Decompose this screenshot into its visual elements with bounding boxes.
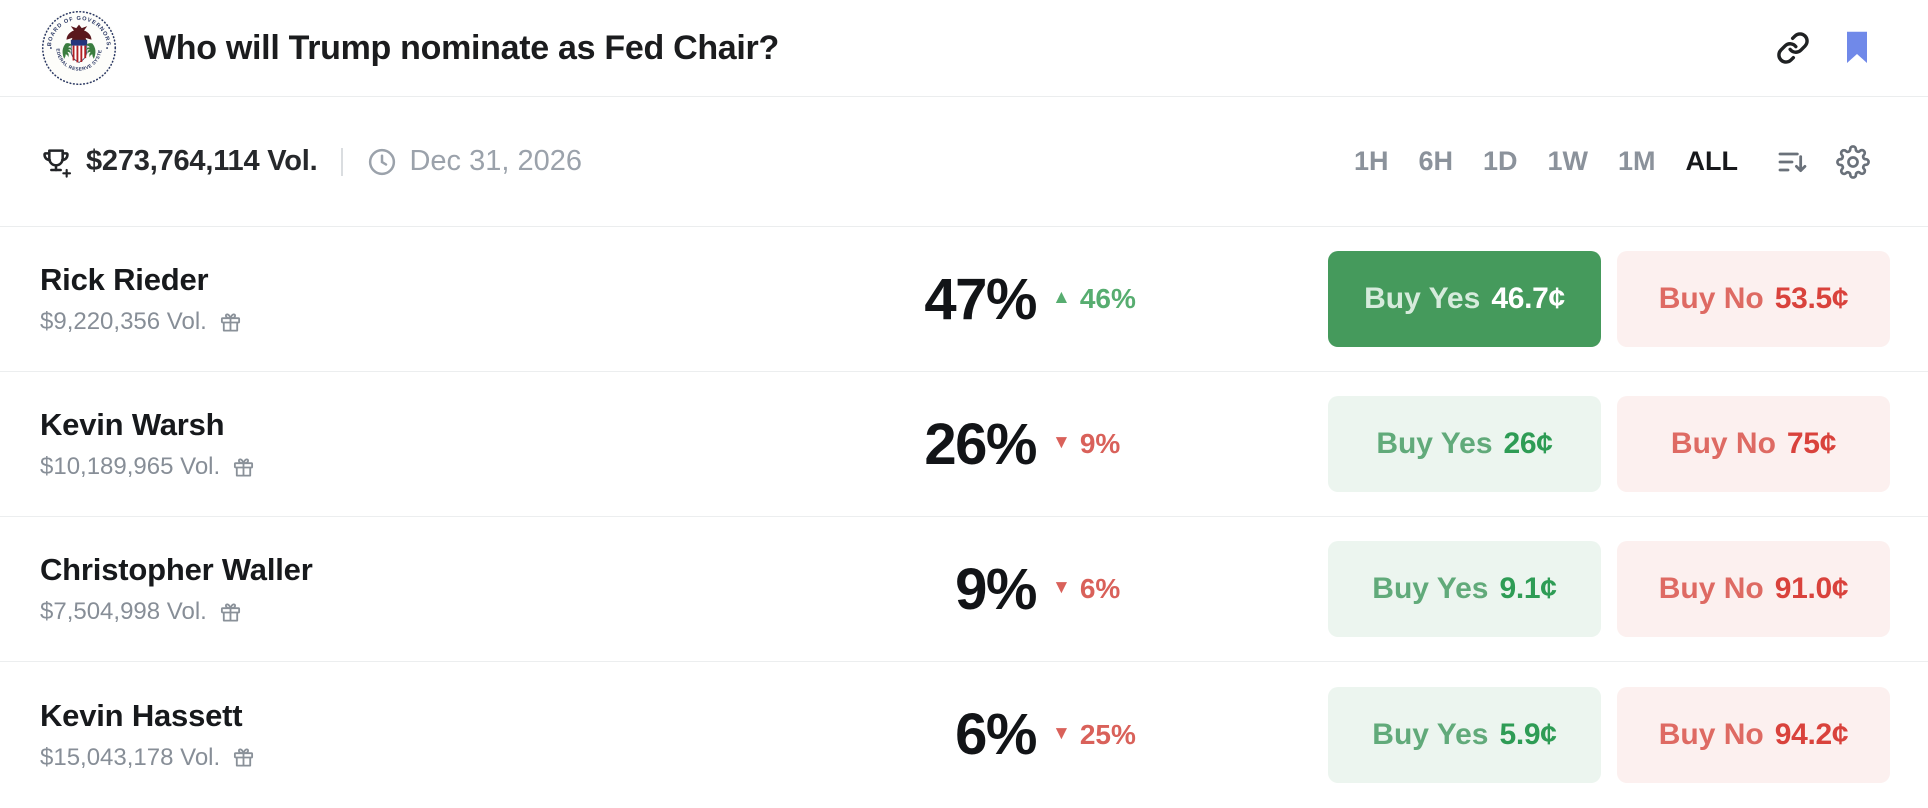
chart-controls: 1H 6H 1D 1W 1M ALL <box>1324 144 1870 179</box>
timeframe-1d[interactable]: 1D <box>1482 146 1518 176</box>
outcome-info: Kevin Hassett $15,043,178 Vol. <box>40 698 856 772</box>
timeframe-1w[interactable]: 1W <box>1547 146 1589 176</box>
end-date: Dec 31, 2026 <box>409 145 582 177</box>
buy-yes-button[interactable]: Buy Yes 5.9¢ <box>1328 686 1601 783</box>
change-up-icon: ▲ <box>1052 287 1071 308</box>
trade-buttons: Buy Yes 5.9¢ Buy No 94.2¢ <box>1328 686 1890 783</box>
trade-buttons: Buy Yes 46.7¢ Buy No 53.5¢ <box>1328 251 1890 347</box>
federal-reserve-seal-icon: BOARD OF GOVERNORS FEDERAL RESERVE SYSTE… <box>40 9 118 87</box>
stats-left: $273,764,114 Vol. Dec 31, 2026 <box>40 145 1324 178</box>
chance-change: ▼ 6% <box>1052 573 1252 605</box>
buy-yes-button[interactable]: Buy Yes 26¢ <box>1328 396 1601 492</box>
outcome-info: Rick Rieder $9,220,356 Vol. <box>40 262 856 336</box>
stats-divider <box>341 147 344 176</box>
outcome-info: Christopher Waller $7,504,998 Vol. <box>40 552 856 626</box>
buy-yes-button[interactable]: Buy Yes 46.7¢ <box>1328 251 1601 347</box>
outcome-volume: $15,043,178 Vol. <box>40 743 221 771</box>
chance-value: 26% <box>924 411 1037 477</box>
sort-button[interactable] <box>1776 146 1808 178</box>
buy-yes-button[interactable]: Buy Yes 9.1¢ <box>1328 541 1601 637</box>
change-down-icon: ▼ <box>1052 432 1071 453</box>
gift-icon[interactable] <box>219 601 242 624</box>
page-title: Who will Trump nominate as Fed Chair? <box>144 28 779 67</box>
change-value: 46% <box>1079 283 1136 314</box>
trade-buttons: Buy Yes 9.1¢ Buy No 91.0¢ <box>1328 541 1890 637</box>
change-down-icon: ▼ <box>1052 577 1071 598</box>
outcome-name[interactable]: Kevin Warsh <box>40 407 225 442</box>
outcome-volume: $7,504,998 Vol. <box>40 598 207 625</box>
outcome-volume: $10,189,965 Vol. <box>40 453 221 480</box>
sort-descending-icon <box>1778 152 1807 172</box>
trophy-icon <box>40 146 72 178</box>
outcome-name[interactable]: Rick Rieder <box>40 262 209 297</box>
chance-value: 9% <box>955 556 1037 622</box>
market-avatar-federal-reserve-seal: BOARD OF GOVERNORS FEDERAL RESERVE SYSTE… <box>40 9 118 87</box>
outcome-volume: $9,220,356 Vol. <box>40 308 207 335</box>
buy-no-button[interactable]: Buy No 94.2¢ <box>1617 686 1890 783</box>
link-icon <box>1777 32 1809 64</box>
buy-no-button[interactable]: Buy No 91.0¢ <box>1617 541 1890 637</box>
market-row-rick-rieder: Rick Rieder $9,220,356 Vol. 47% ▲ 46% <box>0 227 1928 372</box>
outcome-info: Kevin Warsh $10,189,965 Vol. <box>40 407 856 481</box>
market-row-christopher-waller: Christopher Waller $7,504,998 Vol. 9% ▼ … <box>0 517 1928 662</box>
clock-icon <box>367 147 397 177</box>
change-value: 25% <box>1079 718 1136 750</box>
chance-value: 47% <box>924 266 1037 332</box>
chance-value: 6% <box>955 702 1037 767</box>
timeframe-all[interactable]: ALL <box>1685 146 1738 176</box>
gift-icon[interactable] <box>232 456 255 479</box>
market-row-kevin-warsh: Kevin Warsh $10,189,965 Vol. 26% ▼ 9% <box>0 372 1928 517</box>
change-value: 6% <box>1079 573 1121 604</box>
market-row-kevin-hassett: Kevin Hassett $15,043,178 Vol. 6% ▼ 25% <box>0 662 1928 807</box>
outcome-name[interactable]: Christopher Waller <box>40 552 313 587</box>
buy-no-button[interactable]: Buy No 75¢ <box>1617 396 1890 492</box>
chance-change: ▲ 46% <box>1052 283 1252 315</box>
trade-buttons: Buy Yes 26¢ Buy No 75¢ <box>1328 396 1890 492</box>
outcome-name[interactable]: Kevin Hassett <box>40 697 243 733</box>
gear-icon <box>1836 144 1870 179</box>
chance-change: ▼ 25% <box>1052 719 1252 751</box>
timeframe-6h[interactable]: 6H <box>1418 146 1453 176</box>
stats-bar: $273,764,114 Vol. Dec 31, 2026 1H 6H 1D … <box>0 97 1928 227</box>
bookmark-button[interactable] <box>1842 30 1872 66</box>
timeframe-1m[interactable]: 1M <box>1618 146 1656 176</box>
total-volume: $273,764,114 Vol. <box>86 145 318 177</box>
buy-no-button[interactable]: Buy No 53.5¢ <box>1617 251 1890 347</box>
header-actions <box>1776 30 1872 66</box>
page-header: BOARD OF GOVERNORS FEDERAL RESERVE SYSTE… <box>0 0 1928 97</box>
change-value: 9% <box>1079 428 1121 459</box>
gift-icon[interactable] <box>219 311 242 334</box>
change-down-icon: ▼ <box>1052 722 1071 744</box>
chance-change: ▼ 9% <box>1052 428 1252 460</box>
copy-link-button[interactable] <box>1776 31 1810 65</box>
timeframe-1h[interactable]: 1H <box>1353 146 1389 176</box>
gift-icon[interactable] <box>232 746 255 769</box>
bookmark-icon <box>1847 31 1867 63</box>
settings-button[interactable] <box>1836 144 1870 179</box>
